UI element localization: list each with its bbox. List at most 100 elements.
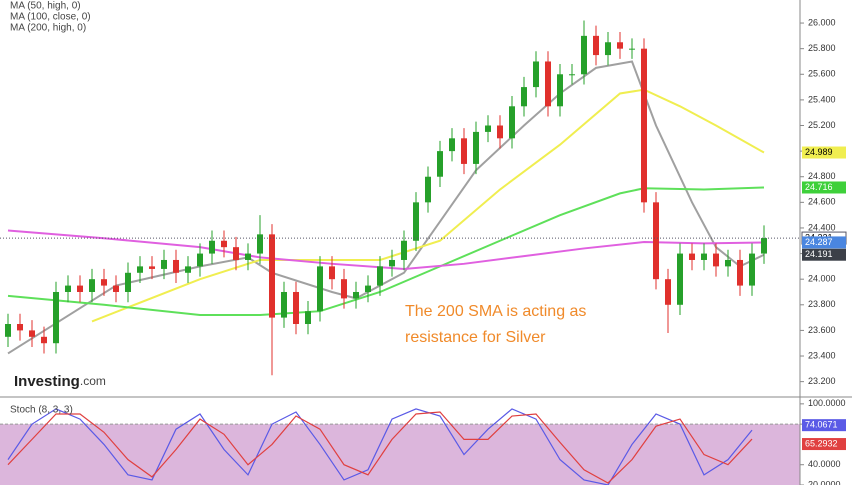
candle-body — [137, 266, 143, 273]
candle-body — [521, 87, 527, 107]
candle-body — [761, 238, 767, 254]
candle-body — [269, 234, 275, 318]
price-label-box — [802, 146, 846, 159]
candle-body — [617, 42, 623, 49]
y-tick-label: 26.000 — [808, 17, 836, 27]
annotation: resistance for Silver — [405, 329, 546, 346]
candle-body — [473, 131, 479, 164]
candle-body — [497, 125, 503, 139]
y-tick-label: 24.400 — [808, 222, 836, 232]
candle-body — [737, 259, 743, 286]
overbought-oversold-band — [0, 424, 800, 485]
candle-body — [305, 311, 311, 325]
candle-body — [197, 253, 203, 267]
price-label: 65.2932 — [805, 438, 838, 448]
candle-body — [29, 330, 35, 337]
candle-body — [161, 259, 167, 269]
price-label-box — [802, 419, 846, 432]
candle-body — [701, 253, 707, 260]
annotation: The 200 SMA is acting as — [405, 303, 586, 320]
y-tick-label: 24.000 — [808, 274, 836, 284]
candle-body — [485, 125, 491, 132]
candle-body — [257, 234, 263, 254]
candle-body — [77, 285, 83, 292]
candle-body — [41, 336, 47, 344]
legend-entry: MA (200, high, 0) — [10, 23, 86, 34]
candle-body — [377, 266, 383, 286]
candle-body — [605, 42, 611, 56]
candle-body — [341, 279, 347, 299]
y-tick-label: 100.0000 — [808, 398, 846, 408]
candle-body — [713, 253, 719, 267]
candle-body — [65, 285, 71, 292]
candle-body — [113, 285, 119, 292]
stoch-title: Stoch (8, 3, 3) — [10, 405, 73, 416]
candle-body — [317, 266, 323, 312]
y-tick-label: 25.400 — [808, 94, 836, 104]
price-label-box — [802, 236, 846, 249]
legend-entry: MA (100, close, 0) — [10, 12, 91, 23]
candle-body — [689, 253, 695, 260]
y-tick-label: 23.400 — [808, 350, 836, 360]
candle-body — [437, 151, 443, 177]
candle-body — [569, 74, 575, 76]
candle-body — [533, 61, 539, 88]
candle-body — [353, 291, 359, 299]
moving-average-line — [91, 88, 765, 323]
candle-body — [425, 176, 431, 203]
candle-body — [293, 291, 299, 325]
price-label: 24.989 — [805, 147, 833, 157]
price-label: 24.191 — [805, 249, 833, 259]
candle-body — [629, 48, 635, 50]
candle-body — [173, 259, 179, 273]
candle-body — [545, 61, 551, 107]
candle-body — [389, 259, 395, 267]
candle-body — [449, 138, 455, 152]
y-tick-label: 24.800 — [808, 171, 836, 181]
candle-body — [281, 291, 287, 318]
candle-body — [461, 138, 467, 164]
price-label-box — [802, 248, 846, 261]
candle-body — [53, 291, 59, 344]
candle-body — [593, 35, 599, 56]
plot — [0, 20, 800, 485]
candle-body — [209, 240, 215, 254]
y-tick-label: 23.200 — [808, 376, 836, 386]
candle-body — [725, 259, 731, 267]
candle-body — [677, 253, 683, 305]
logo-main: Investing — [14, 373, 80, 390]
price-label-box — [802, 438, 846, 451]
y-tick-label: 25.800 — [808, 43, 836, 53]
stoch-line — [7, 411, 753, 484]
y-tick-label: 25.600 — [808, 69, 836, 79]
y-tick-label: 23.800 — [808, 299, 836, 309]
candle-body — [581, 35, 587, 75]
candle-body — [185, 266, 191, 273]
candle-body — [365, 285, 371, 292]
candle-body — [125, 272, 131, 292]
candle-body — [233, 247, 239, 260]
candle-body — [149, 266, 155, 269]
logo: Investing.com — [14, 373, 106, 390]
candle-body — [89, 279, 95, 292]
candle-body — [17, 324, 23, 331]
candle-body — [641, 48, 647, 203]
legend-entry: MA (50, high, 0) — [10, 1, 81, 12]
y-tick-label: 24.600 — [808, 197, 836, 207]
candle-body — [401, 240, 407, 260]
price-label: 24.287 — [805, 237, 833, 247]
candle-body — [329, 266, 335, 280]
logo-suffix: .com — [80, 374, 106, 388]
price-label: 24.716 — [805, 182, 833, 192]
candle-body — [101, 279, 107, 286]
candle-body — [665, 279, 671, 305]
y-tick-label: 20.0000 — [808, 479, 841, 485]
candle-body — [413, 202, 419, 241]
candle-body — [5, 324, 11, 337]
candle-body — [221, 240, 227, 248]
price-label: 74.0671 — [805, 420, 838, 430]
candle-body — [245, 253, 251, 260]
candle-body — [557, 74, 563, 107]
candle-body — [509, 106, 515, 139]
